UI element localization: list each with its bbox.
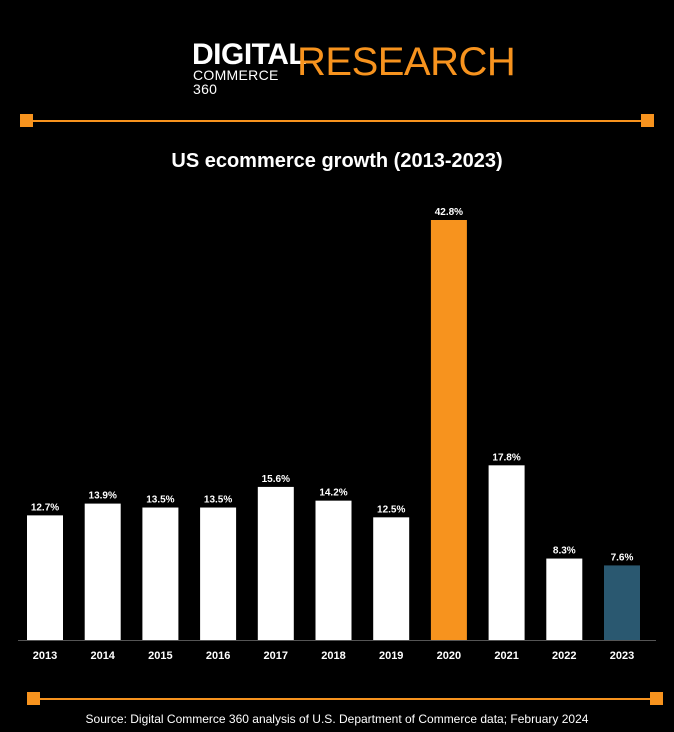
value-labels-group: 12.7% 13.9% 13.5% 13.5% 15.6% 14.2% 12.5% 42.8%… xyxy=(31,207,634,563)
value-label-2019: 12.5% xyxy=(377,504,405,515)
x-tick-2015: 2015 xyxy=(148,650,172,662)
chart-title: US ecommerce growth (2013-2023) xyxy=(171,150,503,172)
value-label-2013: 12.7% xyxy=(31,502,59,513)
value-label-2023: 7.6% xyxy=(611,552,634,563)
x-tick-2018: 2018 xyxy=(321,650,345,662)
bar-2020 xyxy=(430,220,467,640)
value-label-2016: 13.5% xyxy=(204,495,232,506)
x-tick-labels-group: 2013 2014 2015 2016 2017 2018 2019 2020 2021 2022… xyxy=(33,650,634,662)
bottom-divider-line xyxy=(32,698,656,700)
logo-digital-text: DIGITAL xyxy=(192,38,307,71)
bars-group xyxy=(27,220,640,640)
value-label-2015: 13.5% xyxy=(146,495,174,506)
bar-2018 xyxy=(315,500,352,640)
value-label-2018: 14.2% xyxy=(319,488,347,499)
bar-2019 xyxy=(373,517,410,640)
bottom-divider-right-cap xyxy=(650,692,663,705)
top-divider-line xyxy=(26,120,648,122)
bar-2022 xyxy=(546,558,583,640)
x-tick-2016: 2016 xyxy=(206,650,230,662)
x-tick-2023: 2023 xyxy=(610,650,634,662)
x-tick-2019: 2019 xyxy=(379,650,403,662)
x-tick-2013: 2013 xyxy=(33,650,57,662)
bar-2021 xyxy=(488,465,525,640)
bar-2014 xyxy=(84,503,121,640)
logo-commerce-text: COMMERCE 360 xyxy=(193,67,279,97)
x-tick-2021: 2021 xyxy=(494,650,518,662)
source-note: Source: Digital Commerce 360 analysis of… xyxy=(85,712,589,726)
value-label-2017: 15.6% xyxy=(262,474,290,485)
bar-2013 xyxy=(27,515,63,640)
x-tick-2020: 2020 xyxy=(437,650,461,662)
bar-2017 xyxy=(257,486,294,640)
bottom-divider-left-cap xyxy=(27,692,40,705)
x-tick-2017: 2017 xyxy=(264,650,288,662)
bar-2016 xyxy=(200,507,237,640)
value-label-2020: 42.8% xyxy=(435,207,463,218)
value-label-2014: 13.9% xyxy=(89,491,117,502)
top-divider-left-cap xyxy=(20,114,33,127)
logo-research-text: RESEARCH xyxy=(297,40,516,84)
value-label-2022: 8.3% xyxy=(553,546,576,557)
bar-2015 xyxy=(142,507,179,640)
bar-2023 xyxy=(604,565,640,640)
top-divider-right-cap xyxy=(641,114,654,127)
value-label-2021: 17.8% xyxy=(492,452,520,463)
x-tick-2014: 2014 xyxy=(90,650,115,662)
x-tick-2022: 2022 xyxy=(552,650,576,662)
